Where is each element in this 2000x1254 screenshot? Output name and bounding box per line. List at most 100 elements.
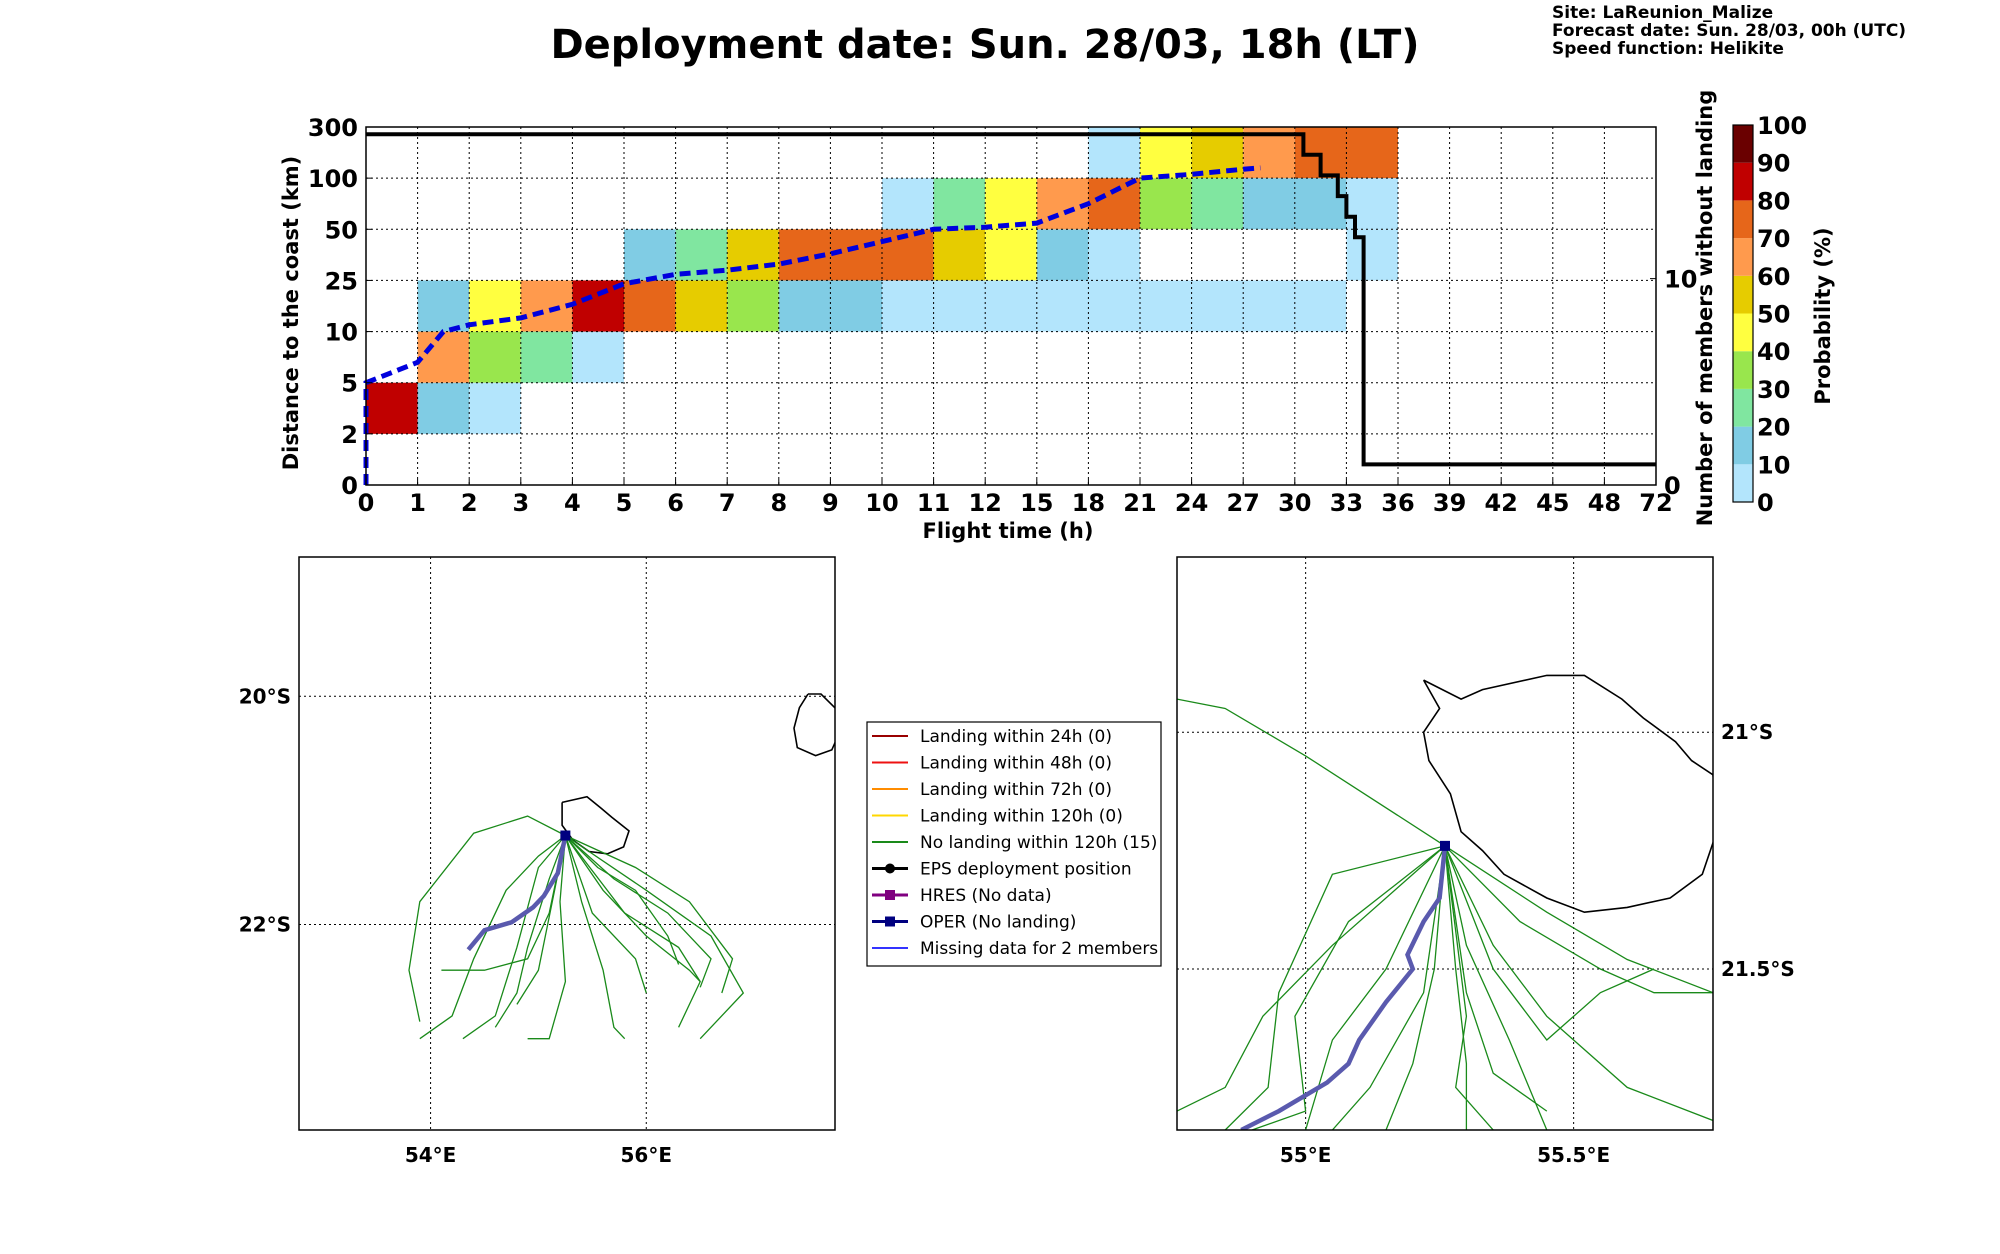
heatmap-cell [727, 280, 779, 332]
deployment-marker [560, 830, 571, 841]
median-distance-line [363, 165, 1261, 485]
colorbar-tick-label: 10 [1757, 451, 1790, 479]
eps-track [1444, 845, 1713, 994]
x-tick-label: 12 [968, 489, 1001, 517]
x-tick-labels: 0 1 2 3 4 5 6 7 8 9 10 11 12 15 18 21 24 27 30 33 36 39 42 45 48… [358, 479, 1673, 517]
x-tick-label: 0 [358, 489, 375, 517]
eps-track [1331, 845, 1446, 1130]
heatmap-cell [778, 229, 934, 281]
x-tick-label: 24 [1175, 489, 1208, 517]
heatmap-cell [520, 331, 573, 383]
x-tick-label: 8 [770, 489, 787, 517]
x-tick-label: 39 [1433, 489, 1466, 517]
colorbar-tick-label: 100 [1757, 112, 1807, 140]
map-content [1177, 557, 1713, 1130]
x-tick-label: 72 [1639, 489, 1672, 517]
heatmap-chart: 0 1 2 3 4 5 6 7 8 9 10 11 12 15 18 21 24 27 30 33 36 39 42 45 48… [279, 90, 1835, 543]
legend-label: Landing within 48h (0) [920, 754, 1112, 774]
heatmap-cell [1088, 178, 1140, 230]
heatmap-cell [1088, 229, 1140, 281]
legend-frame [866, 721, 1162, 967]
oper-track [466, 835, 568, 952]
x-tick-label: 7 [719, 489, 736, 517]
eps-track [419, 834, 566, 1040]
y-axis-label: Distance to the coast (km) [279, 156, 303, 471]
y2-axis-label: Number of members without landing [1693, 90, 1717, 527]
map-lon-label: 55°E [1280, 1143, 1332, 1167]
map-lat-label: 22°S [239, 913, 291, 937]
y-tick-label: 5 [341, 370, 358, 398]
heatmap-cell [469, 280, 521, 332]
x-tick-label: 36 [1381, 489, 1414, 517]
x-tick-label: 45 [1536, 489, 1569, 517]
legend-items: Landing within 24h (0) Landing within 48h… [872, 727, 1158, 959]
eps-track [564, 835, 712, 988]
x-tick-label: 42 [1484, 489, 1517, 517]
heatmap-cell [933, 229, 986, 281]
eps-track [564, 835, 647, 994]
x-tick-label: 1 [409, 489, 426, 517]
colorbar-tick-label: 60 [1757, 263, 1790, 291]
map-lat-label: 21°S [1721, 720, 1773, 744]
heatmap-cell [1191, 178, 1244, 230]
legend-label: Landing within 72h (0) [920, 780, 1112, 800]
y-tick-label: 0 [341, 472, 358, 500]
colorbar-tick-label: 40 [1757, 338, 1790, 366]
eps-track [564, 835, 680, 965]
colorbar-tick-label: 70 [1757, 225, 1790, 253]
colorbar-swatch [1733, 200, 1753, 239]
legend-marker [885, 863, 895, 874]
y-tick-label: 2 [341, 421, 358, 449]
heatmap-cell [1036, 178, 1089, 230]
legend-label: No landing within 120h (15) [920, 833, 1157, 853]
eps-track [564, 835, 701, 983]
heatmap-cell [624, 280, 676, 332]
heatmap-cell [933, 178, 986, 230]
x-tick-label: 15 [1020, 489, 1053, 517]
coastline [1422, 674, 1713, 914]
eps-track [565, 834, 745, 1040]
map-frame [298, 556, 836, 1131]
eps-track [1177, 845, 1446, 1112]
x-tick-label: 2 [461, 489, 478, 517]
colorbar-tick-label: 30 [1757, 376, 1790, 404]
y-tick-label: 100 [308, 165, 358, 193]
colorbar-swatch [1733, 125, 1753, 163]
oper-track [1240, 845, 1448, 1130]
legend-label: HRES (No data) [920, 886, 1052, 906]
heatmap-cell [1036, 229, 1089, 281]
eps-track [1177, 698, 1446, 847]
heatmap-cell [572, 331, 624, 383]
colorbar-swatch [1733, 426, 1753, 465]
x-tick-label: 4 [564, 489, 581, 517]
heatmap-cell [985, 229, 1037, 281]
heatmap-cell [882, 280, 1347, 332]
eps-track [564, 835, 701, 1028]
y-tick-label: 10 [325, 319, 358, 347]
legend-label: Missing data for 2 members [920, 939, 1158, 959]
colorbar-swatch [1733, 388, 1753, 427]
heatmap-cell [1140, 178, 1192, 230]
site-info-line-1: Site: LaReunion_Malize [1552, 3, 1773, 23]
y2-tick-label: 10 [1664, 266, 1697, 294]
eps-track [1444, 845, 1713, 994]
x-tick-label: 48 [1588, 489, 1621, 517]
x-tick-label: 5 [616, 489, 633, 517]
heatmap-cell [417, 280, 470, 332]
eps-track [565, 834, 734, 994]
figure-title: Deployment date: Sun. 28/03, 18h (LT) [550, 22, 1419, 68]
colorbar-swatch [1733, 464, 1753, 502]
colorbar-swatch [1733, 275, 1753, 314]
colorbar-tick-label: 90 [1757, 150, 1790, 178]
x-tick-label: 11 [917, 489, 950, 517]
colorbar-swatch [1733, 313, 1753, 352]
colorbar-tick-label: 0 [1757, 489, 1774, 517]
eps-track [1444, 845, 1494, 1130]
colorbar: 0 10 20 30 40 50 60 70 80 90 100 [1732, 112, 1807, 517]
eps-track [1444, 845, 1713, 1122]
legend-marker [885, 916, 895, 927]
deployment-marker [1440, 840, 1450, 851]
heatmap-cell [985, 178, 1037, 230]
